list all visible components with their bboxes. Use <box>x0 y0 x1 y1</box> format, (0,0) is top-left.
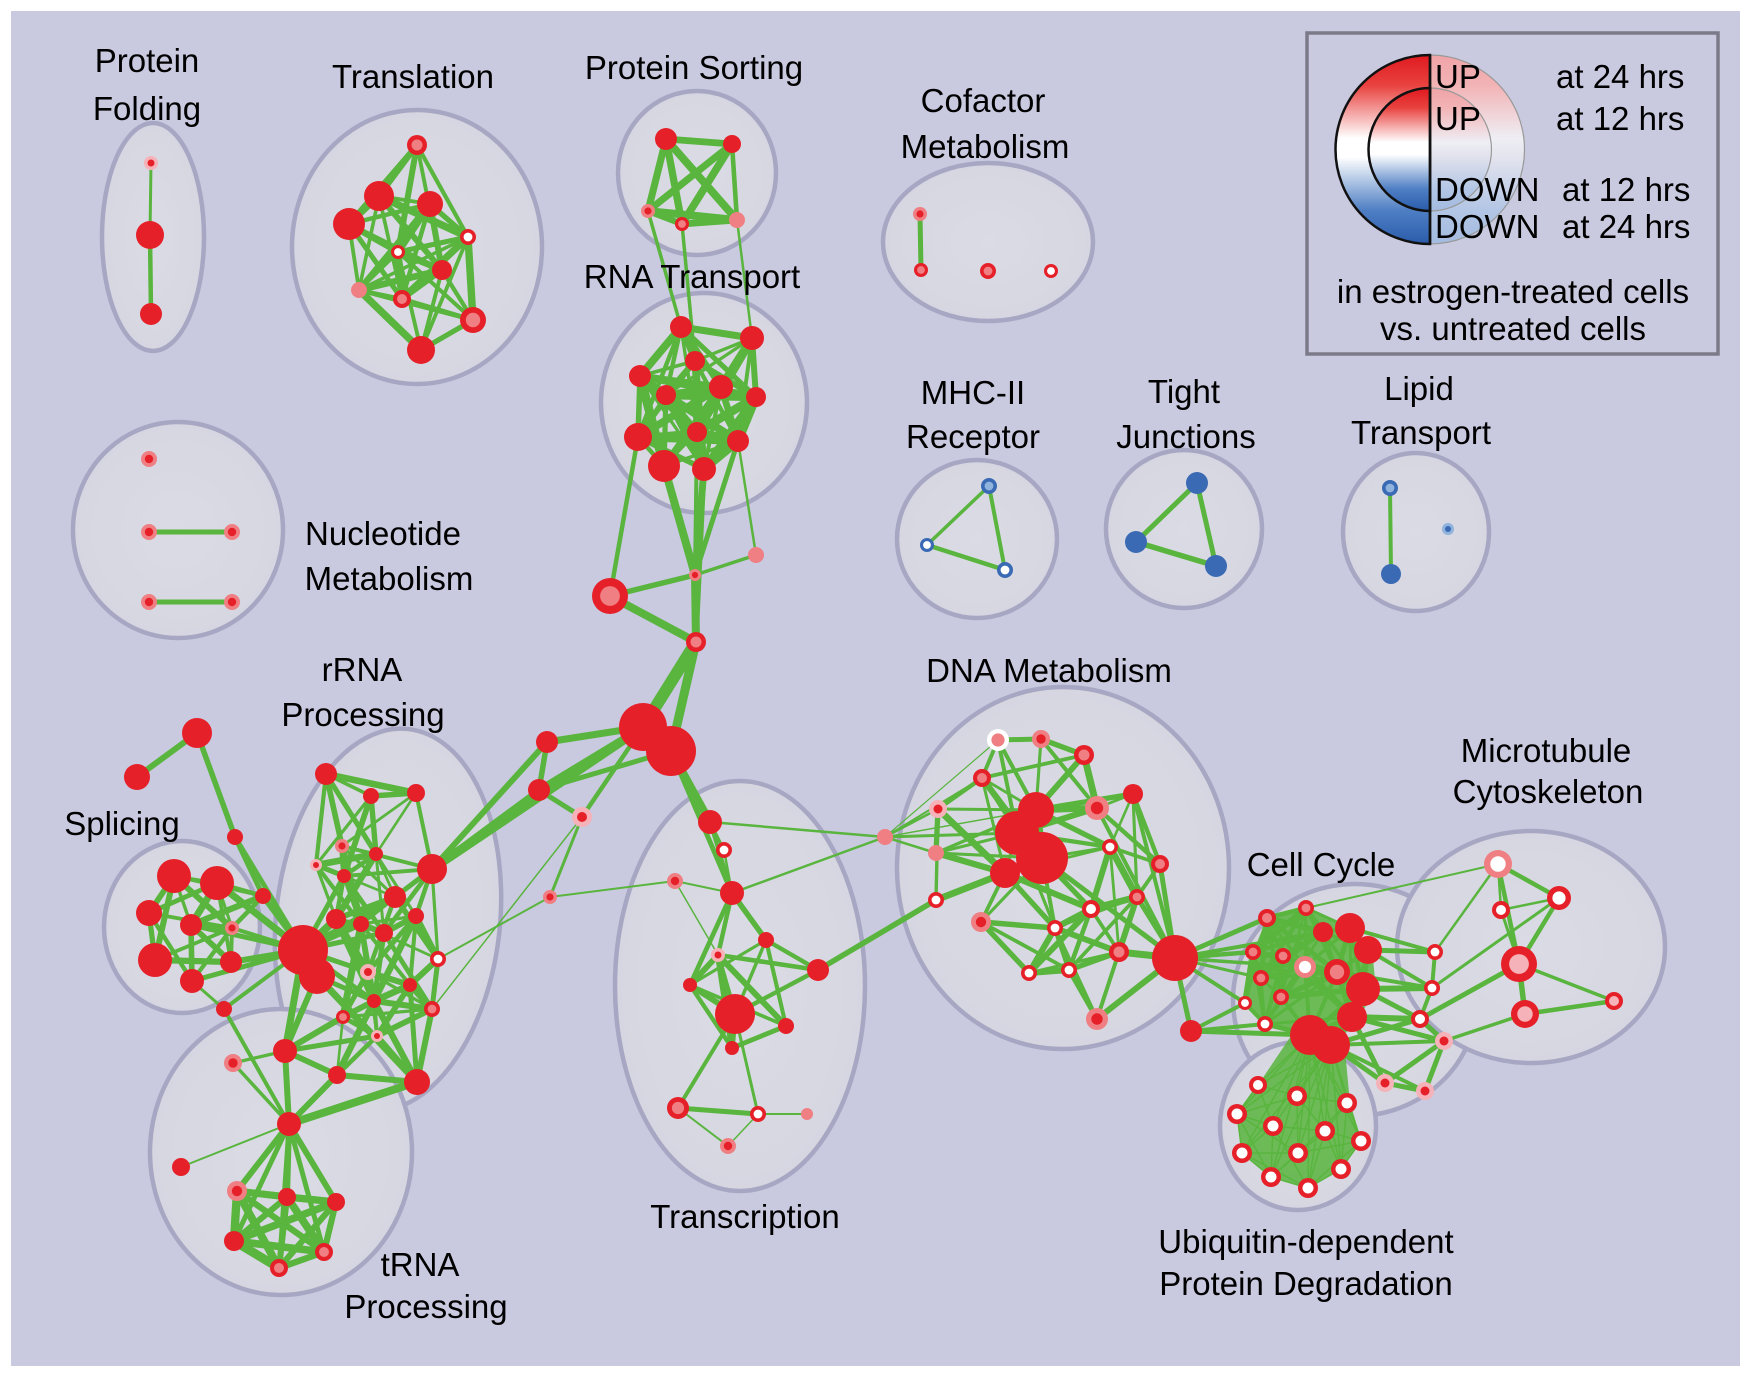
svg-text:vs. untreated cells: vs. untreated cells <box>1380 310 1646 347</box>
svg-text:Ubiquitin-dependent: Ubiquitin-dependent <box>1158 1223 1453 1260</box>
svg-text:at 24 hrs: at 24 hrs <box>1556 58 1684 95</box>
svg-text:Microtubule: Microtubule <box>1461 732 1632 769</box>
svg-text:RNA Transport: RNA Transport <box>584 258 800 295</box>
svg-text:Processing: Processing <box>281 696 444 733</box>
svg-text:Junctions: Junctions <box>1116 418 1255 455</box>
svg-text:in estrogen-treated cells: in estrogen-treated cells <box>1337 273 1689 310</box>
svg-text:DOWN: DOWN <box>1435 171 1539 208</box>
svg-text:Cofactor: Cofactor <box>921 82 1046 119</box>
svg-text:Folding: Folding <box>93 90 201 127</box>
svg-text:tRNA: tRNA <box>381 1246 460 1283</box>
svg-text:Lipid: Lipid <box>1384 370 1454 407</box>
svg-text:MHC-II: MHC-II <box>921 374 1025 411</box>
svg-text:Protein: Protein <box>95 42 200 79</box>
svg-text:rRNA: rRNA <box>322 651 403 688</box>
svg-text:at 12 hrs: at 12 hrs <box>1562 171 1690 208</box>
svg-text:Metabolism: Metabolism <box>305 560 474 597</box>
svg-text:Splicing: Splicing <box>64 805 180 842</box>
svg-text:at 12 hrs: at 12 hrs <box>1556 100 1684 137</box>
svg-text:UP: UP <box>1435 58 1481 95</box>
svg-text:Transport: Transport <box>1351 414 1491 451</box>
svg-text:Metabolism: Metabolism <box>901 128 1070 165</box>
svg-text:Translation: Translation <box>332 58 494 95</box>
svg-text:DOWN: DOWN <box>1435 208 1539 245</box>
svg-text:Receptor: Receptor <box>906 418 1040 455</box>
svg-text:at 24 hrs: at 24 hrs <box>1562 208 1690 245</box>
svg-text:Cell Cycle: Cell Cycle <box>1247 846 1396 883</box>
svg-text:Transcription: Transcription <box>650 1198 840 1235</box>
svg-text:DNA Metabolism: DNA Metabolism <box>926 652 1172 689</box>
svg-text:Protein Degradation: Protein Degradation <box>1159 1265 1453 1302</box>
svg-text:Protein Sorting: Protein Sorting <box>585 49 803 86</box>
svg-text:Processing: Processing <box>344 1288 507 1325</box>
svg-text:Nucleotide: Nucleotide <box>305 515 461 552</box>
svg-text:Cytoskeleton: Cytoskeleton <box>1453 773 1644 810</box>
svg-text:Tight: Tight <box>1148 373 1220 410</box>
svg-text:UP: UP <box>1435 100 1481 137</box>
